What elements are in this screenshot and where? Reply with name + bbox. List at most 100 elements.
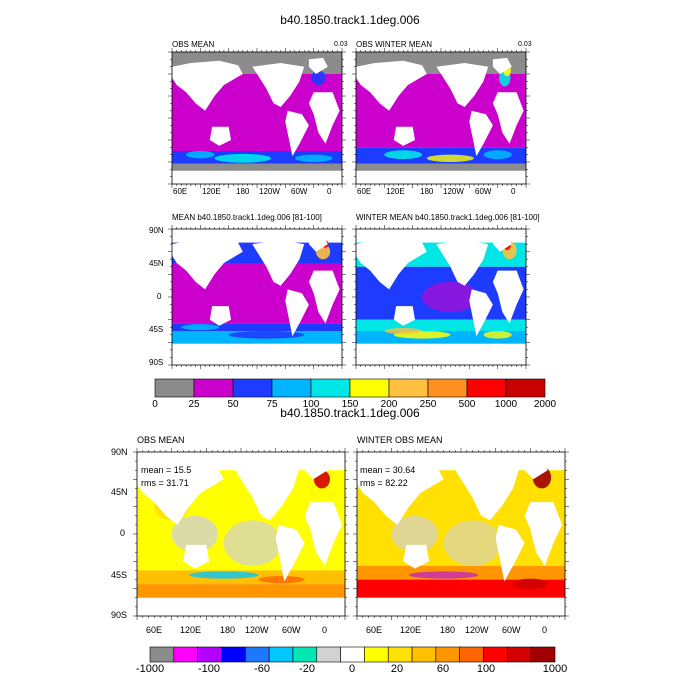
map-model-winter-mean-patch: [384, 327, 423, 335]
map-obs-winter-mean-landmass: [356, 60, 427, 111]
lon-tick-0-p2: 0: [511, 187, 516, 196]
lon-tick-60e-p5: 60E: [146, 625, 163, 635]
map-obs-mean-patch: [186, 151, 215, 159]
cb1-swatch: [310, 378, 351, 398]
cb2-label-3: -20: [299, 663, 315, 675]
cb2-swatch: [483, 646, 508, 663]
cb2-swatch: [459, 646, 484, 663]
lat-tick-90s-bottom: 90S: [111, 610, 128, 620]
map-bottom-winter-obs-mean-ticks: [353, 448, 569, 620]
map-model-mean-landmass: [172, 238, 243, 290]
map-bottom-winter-obs-mean-patch: [409, 571, 479, 579]
cb1-swatch: [232, 378, 273, 398]
map-bottom-obs-mean-patch: [171, 515, 218, 553]
figure-title-bottom: b40.1850.track1.1deg.006: [280, 406, 420, 420]
map-model-winter-mean: [355, 228, 527, 366]
lon-tick-60w-p2: 60W: [475, 187, 492, 196]
map-model-mean-patch: [228, 331, 305, 339]
cb1-swatch: [466, 378, 507, 398]
cb2-swatch: [173, 646, 198, 663]
lon-tick-60w-p6: 60W: [502, 625, 521, 635]
lon-tick-120w-p5: 120W: [245, 625, 269, 635]
cb1-label-1: 25: [188, 399, 200, 410]
map-bottom-winter-obs-mean-patch: [391, 515, 438, 553]
cb2-swatch: [411, 646, 437, 663]
lat-tick-90s-top: 90S: [149, 358, 164, 367]
map-bottom-winter-obs-mean-patch: [512, 578, 548, 590]
cb2-label-7: 100: [476, 663, 496, 675]
map-model-winter-mean-ocean-band: [356, 319, 526, 331]
panel-value-obs-mean: 0.03: [334, 41, 348, 48]
cb2-swatch: [244, 646, 270, 663]
map-bottom-obs-mean-landmass: [137, 462, 224, 525]
lat-tick-0-bottom: 0: [120, 528, 126, 538]
cb2-swatch: [387, 646, 413, 663]
map-obs-winter-mean-landmass: [393, 126, 415, 146]
cb2-swatch: [268, 646, 294, 663]
lon-tick-180-p5: 180: [220, 625, 236, 635]
panel-title-obs-mean: OBS MEAN: [172, 40, 215, 49]
cb2-label-2: -60: [254, 663, 270, 675]
map-obs-mean-landmass: [172, 60, 243, 111]
lon-tick-0-p5: 0: [322, 625, 328, 635]
lat-tick-45n-bottom: 45N: [111, 487, 128, 497]
map-bottom-obs-mean: [136, 451, 346, 617]
cb2-swatch: [340, 646, 365, 663]
map-bottom-obs-mean-ocean-band: [137, 584, 345, 598]
map-bottom-obs-mean-patch: [223, 520, 282, 566]
map-model-mean-landmass: [308, 235, 328, 252]
map-bottom-obs-mean-landmass: [304, 459, 328, 480]
map-model-winter-mean-landmass: [393, 306, 415, 326]
map-obs-mean-landmass: [308, 92, 340, 144]
map-model-mean-landmass: [285, 289, 309, 337]
map-model-mean-ocean-band: [172, 323, 342, 331]
map-obs-mean-landmass: [285, 110, 309, 157]
cb1-label-9: 1000: [494, 399, 518, 410]
map-obs-winter-mean-landmass: [492, 57, 512, 74]
map-obs-winter-mean-landmass: [469, 110, 493, 157]
lon-tick-60e-p2: 60E: [357, 187, 372, 196]
cb2-label-1: -100: [197, 663, 221, 675]
stat-rms-obs: rms = 31.71: [141, 478, 189, 488]
lon-tick-60w-p1: 60W: [291, 187, 308, 196]
map-model-winter-mean-landmass: [436, 240, 489, 286]
map-bottom-winter-obs-mean-landmass: [495, 524, 525, 582]
map-model-mean-landmass: [252, 240, 305, 286]
map-bottom-winter-obs-mean-landmass: [455, 465, 519, 521]
panel-title-bottom-winter-obs-mean: WINTER OBS MEAN: [357, 435, 443, 445]
cb2-swatch: [221, 646, 246, 663]
cb1-label-5: 150: [341, 399, 359, 410]
map-obs-winter-mean-patch: [426, 154, 475, 162]
cb1-label-6: 200: [380, 399, 398, 410]
map-model-mean-patch: [181, 324, 220, 331]
map-obs-mean-patch: [294, 154, 333, 162]
map-bottom-obs-mean-landmass: [137, 599, 345, 616]
map-model-winter-mean-landmass: [356, 238, 427, 290]
panel-value-obs-winter-mean: 0.03: [518, 41, 532, 48]
cb1-label-2: 50: [227, 399, 239, 410]
map-obs-winter-mean-landmass: [492, 92, 524, 144]
stat-mean-obs: mean = 15.5: [141, 465, 192, 475]
cb2-swatch: [197, 646, 222, 663]
map-obs-winter-mean-patch: [384, 150, 423, 160]
lat-tick-0-top: 0: [157, 292, 162, 301]
map-obs-mean-landmass: [308, 57, 328, 74]
lon-tick-120e-p6: 120E: [400, 625, 422, 635]
cb1-label-4: 100: [302, 399, 320, 410]
map-obs-mean-landmass: [252, 63, 305, 107]
map-bottom-winter-obs-mean-landmass: [524, 459, 548, 480]
cb2-label-5: 20: [390, 663, 404, 675]
lat-tick-45s-bottom: 45S: [111, 570, 128, 580]
cb1-label-0: 0: [152, 399, 158, 410]
lon-tick-120w-p1: 120W: [259, 187, 280, 196]
cb1-swatch: [154, 378, 195, 398]
lon-tick-180-p1: 180: [236, 187, 250, 196]
cb1-label-10: 2000: [533, 399, 557, 410]
map-model-winter-mean-landmass: [492, 270, 524, 324]
cb1-swatch: [505, 378, 546, 398]
cb2-swatch: [149, 646, 175, 663]
map-bottom-winter-obs-mean: [356, 451, 566, 617]
map-model-mean-landmass: [209, 306, 231, 326]
lon-tick-180-p6: 180: [440, 625, 456, 635]
map-model-mean-ticks: [168, 225, 346, 369]
